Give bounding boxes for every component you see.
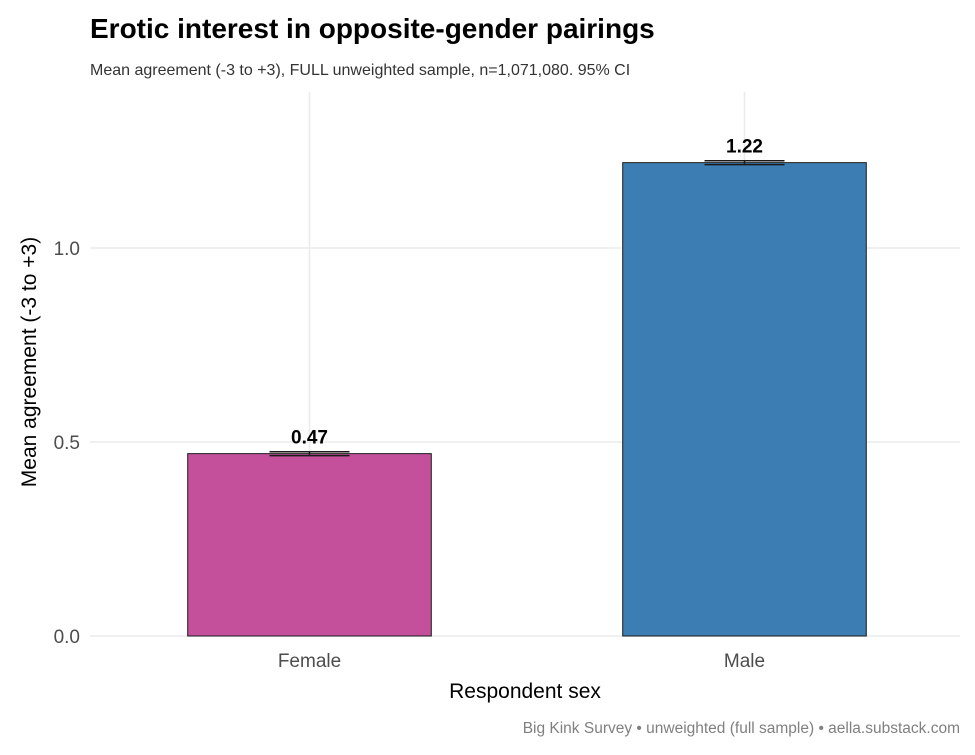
chart-title: Erotic interest in opposite-gender pairi… bbox=[90, 13, 655, 44]
error-bar-male bbox=[704, 159, 785, 166]
y-axis-title: Mean agreement (-3 to +3) bbox=[18, 237, 41, 487]
y-tick-label: 0.5 bbox=[54, 433, 80, 454]
x-tick-label: Male bbox=[724, 651, 765, 672]
label-layer: 0.0 0.5 1.0 0.47 Female 1.22 Male bbox=[54, 137, 766, 672]
y-tick-label: 1.0 bbox=[54, 239, 80, 260]
bar-layer bbox=[187, 159, 867, 637]
bar-male bbox=[622, 162, 867, 637]
x-axis-title: Respondent sex bbox=[449, 680, 601, 703]
data-label-female: 0.47 bbox=[291, 428, 328, 449]
bar-female bbox=[187, 453, 432, 637]
chart-subtitle: Mean agreement (-3 to +3), FULL unweight… bbox=[90, 62, 630, 79]
chart-caption: Big Kink Survey • unweighted (full sampl… bbox=[523, 720, 960, 737]
data-label-male: 1.22 bbox=[726, 137, 763, 158]
y-tick-label: 0.0 bbox=[54, 627, 80, 648]
x-tick-label: Female bbox=[278, 651, 341, 672]
error-bar-female bbox=[269, 450, 350, 457]
